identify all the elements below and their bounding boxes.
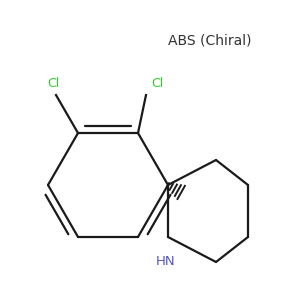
Text: Cl: Cl <box>47 77 59 90</box>
Text: HN: HN <box>156 255 176 268</box>
Text: ABS (Chiral): ABS (Chiral) <box>168 33 252 47</box>
Text: Cl: Cl <box>151 77 163 90</box>
